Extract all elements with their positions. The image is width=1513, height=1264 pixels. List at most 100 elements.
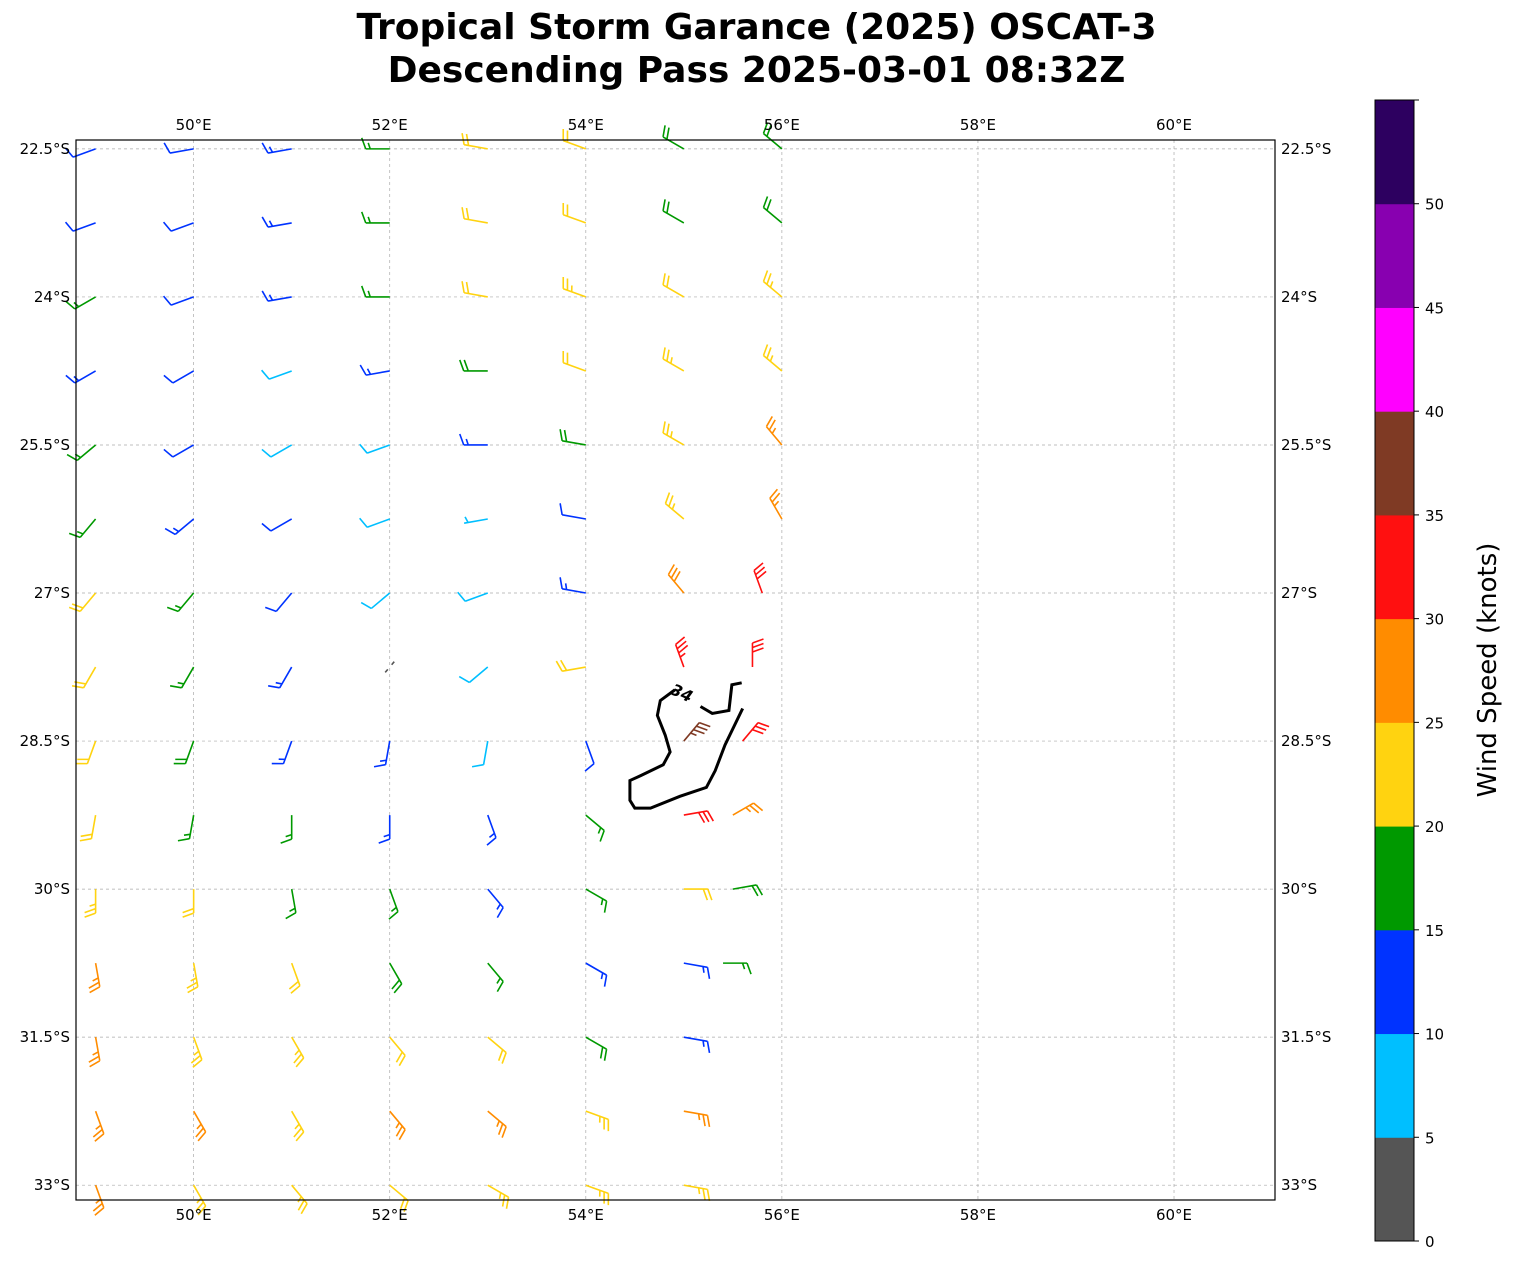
wind-barb [762,196,783,224]
wind-barb [723,962,752,975]
lat-tick-label-left: 33°S [34,1176,70,1194]
wind-barb [285,888,297,920]
wind-barb [555,659,586,672]
wind-barb [163,444,195,458]
wind-barb [683,1036,711,1053]
chart-title: Tropical Storm Garance (2025) OSCAT-3 De… [0,6,1513,92]
wind-barb [683,810,715,824]
wind-34kt-contour: 34 [628,680,745,810]
lon-tick-label-top: 50°E [176,116,212,134]
wind-barb [68,592,97,613]
wind-barb [762,344,783,372]
wind-barb [65,370,97,384]
wind-barb [769,488,783,520]
colorbar-tick-label: 0 [1425,1233,1435,1251]
wind-barb [360,285,390,298]
wind-barb [360,592,391,610]
wind-barb [64,147,96,158]
colorbar-bin [1375,826,1414,931]
wind-barb [742,721,770,742]
wind-barb [487,888,504,919]
lon-tick-label-top: 52°E [372,116,408,134]
wind-barb [762,270,783,298]
lat-tick-label-right: 31.5°S [1281,1028,1331,1046]
gridlines [76,140,1275,1200]
lon-tick-label-top: 54°E [568,116,604,134]
colorbar-bin [1375,722,1414,827]
wind-barb [461,281,488,298]
wind-barb [463,516,488,524]
colorbar-tick-label: 25 [1425,714,1444,732]
wind-barb [291,1184,308,1215]
lat-tick-label-left: 22.5°S [20,140,70,158]
colorbar-bin [1375,929,1414,1035]
lat-tick-label-right: 24°S [1281,288,1317,306]
wind-barb [378,815,391,844]
colorbar-bin [1375,411,1414,516]
wind-barb [662,125,685,150]
wind-barb [762,122,783,150]
title-line-1: Tropical Storm Garance (2025) OSCAT-3 [356,7,1157,48]
lat-tick-label-left: 25.5°S [20,436,70,454]
wind-barb [562,202,587,224]
wind-barb [182,889,195,918]
colorbar-bin [1375,203,1414,308]
wind-barb [662,421,685,446]
lat-tick-label-right: 22.5°S [1281,140,1331,158]
lat-tick-label-right: 33°S [1281,1176,1317,1194]
wind-barb [751,638,764,668]
colorbar-tick-label: 15 [1425,922,1444,940]
lat-tick-label-left: 31.5°S [20,1028,70,1046]
lon-tick-label-bottom: 58°E [960,1206,996,1224]
wind-barb [88,962,101,994]
wind-barb [585,888,608,913]
wind-barb [662,273,685,298]
wind-barb [79,814,97,842]
wind-barb [264,592,293,613]
colorbar-tick-label: 10 [1425,1026,1444,1044]
contour-line [628,688,745,810]
wind-barb [662,199,685,224]
wind-barb [388,888,399,920]
wind-barb [66,444,97,462]
wind-barb [290,1036,305,1068]
wind-barb [457,591,489,602]
colorbar-tick-label: 35 [1425,507,1444,525]
axis-ticks: 50°E 50°E 52°E 52°E 54°E 54°E 56°E 56°E 58°E 58°E… [20,116,1332,1224]
wind-barb [559,577,586,594]
wind-barb [359,517,390,528]
lon-tick-label-bottom: 54°E [568,1206,604,1224]
wind-barb [177,814,195,842]
wind-barb [487,1036,507,1064]
title-line-2: Descending Pass 2025-03-01 08:32Z [387,50,1126,91]
wind-barb [166,592,195,613]
wind-barb [260,369,292,380]
wind-barb [271,740,293,765]
wind-barb [562,277,587,298]
colorbar-bin [1375,307,1414,412]
wind-barb [662,347,685,372]
wind-barb [458,666,489,684]
wind-barb [486,814,497,846]
wind-barb [384,661,395,673]
wind-barb [683,888,713,901]
lat-tick-label-right: 30°S [1281,880,1317,898]
colorbar-tick-label: 5 [1425,1129,1435,1147]
wind-barb [290,1110,305,1142]
wind-barb [664,492,685,520]
lon-tick-label-bottom: 56°E [764,1206,800,1224]
wind-barb [683,962,711,979]
wind-barb [68,518,97,539]
colorbar-bin [1375,618,1414,723]
colorbar-frame [1374,99,1415,1242]
wind-barb [459,433,488,446]
lon-tick-label-bottom: 52°E [372,1206,408,1224]
wind-barb [64,221,96,232]
colorbar-tick-label: 30 [1425,611,1444,629]
wind-barb [559,503,586,520]
colorbar-tick-label: 45 [1425,299,1444,317]
lon-tick-label-bottom: 60°E [1156,1206,1192,1224]
wind-barb [288,962,301,994]
wind-barb [162,221,194,232]
wind-barb [732,802,764,816]
